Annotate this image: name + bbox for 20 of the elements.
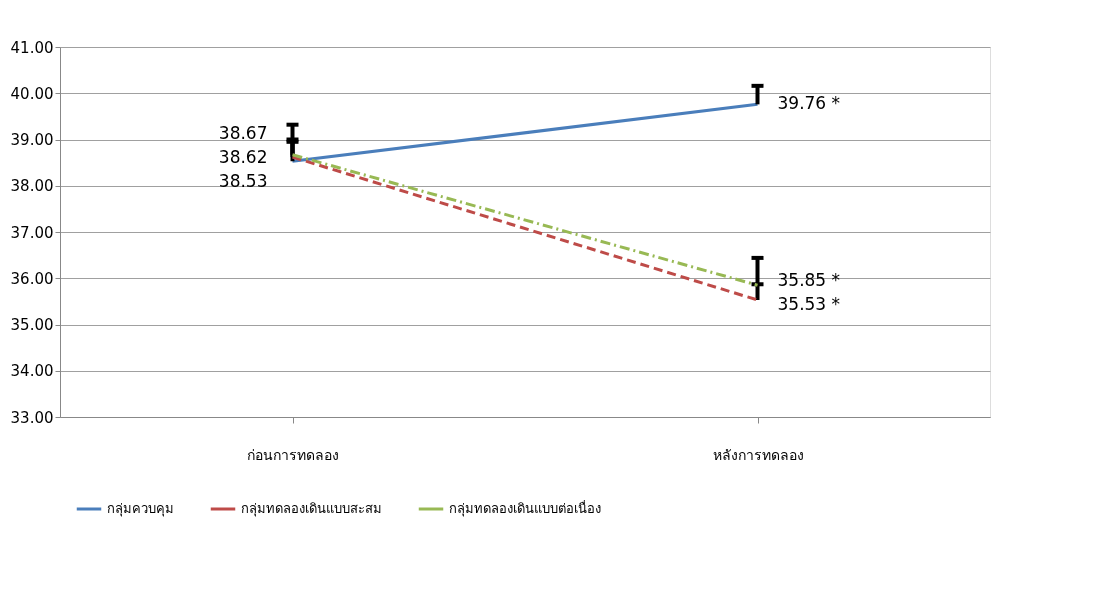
x-tick-label: ก่อนการทดลอง [247, 446, 339, 463]
y-tick-label: 40.00 [10, 84, 54, 103]
legend-label: กลุ่มทดลองเดินแบบต่อเนื่อง [449, 500, 601, 517]
y-tick-label: 38.00 [10, 177, 54, 196]
data-label: 38.53 [218, 170, 268, 191]
data-label: 35.53 * [777, 293, 841, 314]
legend-label: กลุ่มควบคุม [107, 501, 174, 517]
y-tick-label: 35.00 [10, 316, 54, 334]
y-tick-label: 41.00 [10, 38, 54, 57]
data-label: 35.85 * [777, 269, 841, 290]
x-tick-label: หลังการทดลอง [712, 446, 804, 463]
y-tick-label: 37.00 [10, 223, 54, 242]
data-label: 38.67 [218, 122, 268, 143]
y-tick-label: 34.00 [10, 362, 54, 381]
y-tick-label: 36.00 [10, 269, 54, 288]
data-label: 39.76 * [777, 93, 841, 114]
y-tick-label: 33.00 [10, 408, 54, 427]
data-label: 38.62 [218, 146, 268, 167]
y-tick-label: 39.00 [10, 131, 54, 149]
legend-label: กลุ่มทดลองเดินแบบสะสม [241, 501, 382, 517]
